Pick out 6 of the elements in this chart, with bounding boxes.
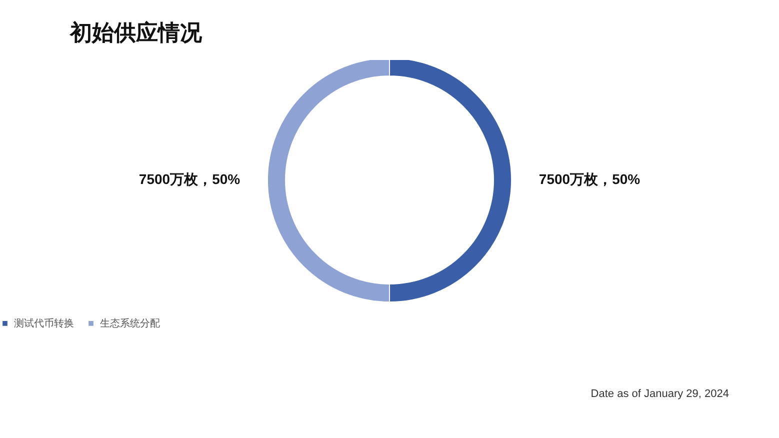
data-label: 7500万枚，50% (538, 171, 641, 187)
chart-title: 初始供应情况 (70, 19, 202, 47)
text: Date as of January 29, 2024 (590, 388, 729, 400)
legend-label: 测试代币转换 (14, 317, 74, 330)
legend-label: 生态系统分配 (100, 317, 160, 330)
data-label: 7500万枚，50% (138, 171, 241, 187)
